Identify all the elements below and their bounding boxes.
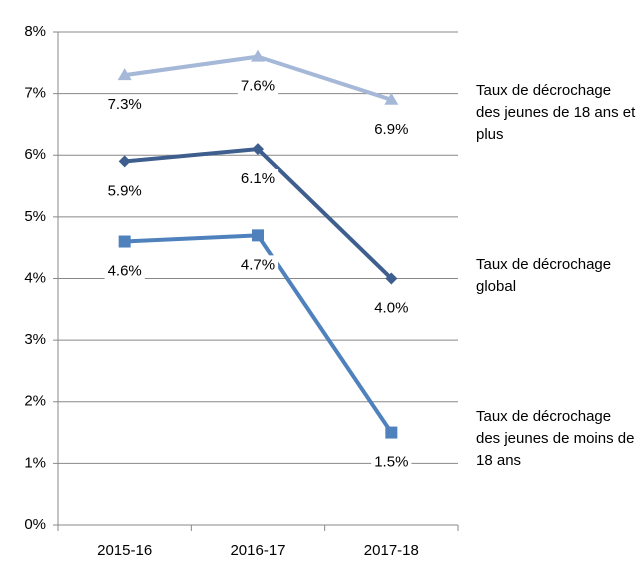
- legend-entry: Taux de décrochage des jeunes de moins d…: [476, 408, 635, 469]
- y-tick-label: 7%: [24, 85, 46, 102]
- value-label: 4.0%: [374, 299, 408, 316]
- y-tick-label: 1%: [24, 454, 46, 471]
- y-tick-label: 4%: [24, 269, 46, 286]
- marker: [251, 49, 265, 62]
- x-tick-label: 2015-16: [97, 542, 152, 559]
- value-label: 6.1%: [241, 170, 275, 187]
- y-tick-label: 2%: [24, 393, 46, 410]
- marker: [252, 143, 264, 156]
- value-label-background: [237, 169, 279, 189]
- y-tick-label: 3%: [24, 331, 46, 348]
- marker: [384, 92, 399, 105]
- value-label: 7.3%: [108, 96, 142, 113]
- marker: [385, 272, 398, 285]
- y-tick-label: 8%: [24, 23, 46, 40]
- value-label: 7.6%: [241, 78, 275, 95]
- value-label-background: [371, 119, 412, 139]
- legend-entry: Taux de décrochage des jeunes de 18 ans …: [476, 82, 636, 143]
- y-tick-label: 6%: [24, 146, 46, 163]
- y-tick-label: 5%: [24, 208, 46, 225]
- legend-entry: Taux de décrochage global: [476, 256, 612, 295]
- value-label-background: [104, 261, 145, 281]
- value-label-background: [371, 298, 412, 318]
- value-label: 1.5%: [374, 454, 408, 471]
- value-label: 4.7%: [241, 256, 275, 273]
- marker: [118, 235, 131, 248]
- value-label: 5.9%: [108, 182, 142, 199]
- value-label-background: [371, 452, 412, 472]
- x-tick-label: 2016-17: [230, 542, 285, 559]
- marker: [252, 229, 264, 242]
- value-label-background: [237, 255, 279, 275]
- y-tick-label: 0%: [24, 516, 46, 533]
- x-tick-label: 2017-18: [364, 542, 419, 559]
- value-label-background: [104, 181, 145, 201]
- value-label-background: [237, 76, 279, 96]
- marker: [385, 426, 398, 439]
- value-label: 6.9%: [374, 121, 408, 138]
- value-label: 4.6%: [108, 262, 142, 279]
- marker: [117, 68, 132, 81]
- value-label-background: [104, 95, 145, 115]
- marker: [118, 155, 131, 168]
